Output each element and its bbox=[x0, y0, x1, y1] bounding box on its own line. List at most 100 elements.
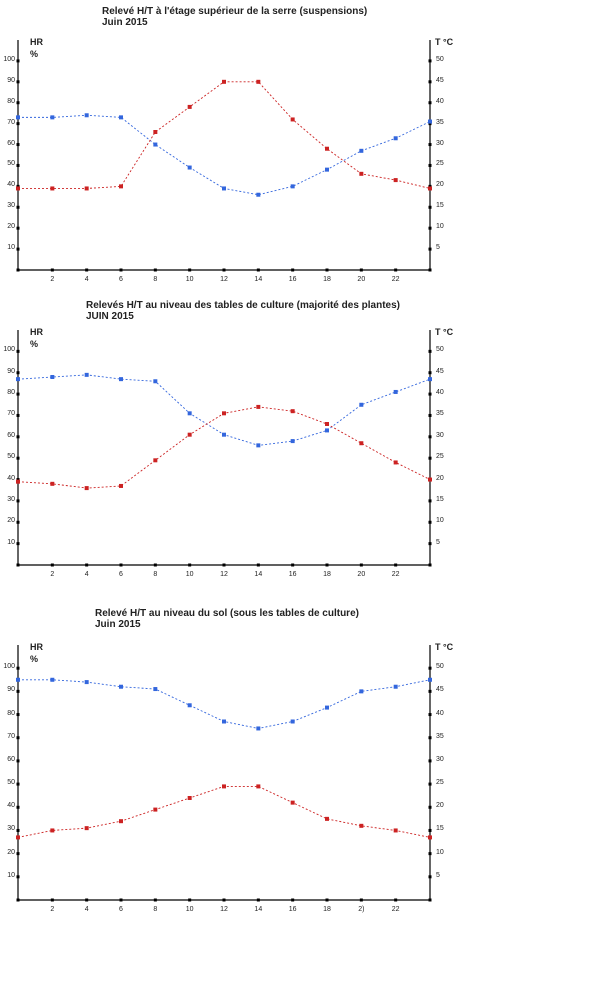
x-tick-label: 2 bbox=[50, 906, 55, 913]
data-point-left bbox=[187, 703, 192, 708]
x-tick-mark bbox=[222, 563, 226, 567]
y-right-tick-label: 50 bbox=[436, 663, 444, 671]
y-axis-left-label: HR bbox=[30, 327, 43, 337]
x-tick-mark bbox=[256, 563, 260, 567]
x-tick-mark bbox=[325, 563, 329, 567]
data-point-right bbox=[84, 826, 89, 831]
x-tick-mark bbox=[394, 898, 398, 902]
data-point-right bbox=[187, 104, 192, 109]
x-tick-mark bbox=[256, 898, 260, 902]
data-point-right bbox=[50, 481, 55, 486]
data-point-left bbox=[256, 726, 261, 731]
data-point-left bbox=[428, 119, 432, 124]
x-tick-label: 2 bbox=[50, 571, 55, 578]
y-left-tick-mark bbox=[16, 805, 20, 809]
y-axis-left-unit: % bbox=[30, 339, 39, 349]
data-point-left bbox=[428, 677, 432, 682]
y-left-tick-label: 70 bbox=[7, 732, 15, 740]
y-left-tick-mark bbox=[16, 478, 20, 482]
x-tick-mark bbox=[119, 898, 123, 902]
chart-title: Relevé H/T à l'étage supérieur de la ser… bbox=[102, 6, 368, 17]
data-point-right bbox=[325, 422, 329, 426]
data-point-left bbox=[153, 379, 158, 384]
x-tick-label: 20 bbox=[357, 276, 366, 283]
data-point-right bbox=[290, 117, 295, 122]
y-right-tick-label: 20 bbox=[436, 802, 444, 810]
y-right-tick-mark bbox=[428, 736, 432, 740]
data-point-right bbox=[50, 828, 55, 833]
x-tick-label: 4 bbox=[84, 571, 89, 578]
y-right-tick-mark bbox=[428, 666, 432, 670]
data-point-left bbox=[84, 680, 89, 685]
data-point-left bbox=[393, 389, 398, 394]
chart-subtitle: Juin 2015 bbox=[95, 619, 141, 630]
x-tick-mark bbox=[359, 563, 363, 567]
y-left-tick-label: 70 bbox=[7, 410, 15, 418]
y-right-tick-label: 30 bbox=[436, 755, 444, 763]
x-tick-label: 14 bbox=[254, 906, 263, 913]
y-left-tick-label: 40 bbox=[7, 474, 15, 482]
data-point-right bbox=[222, 784, 226, 789]
y-left-tick-mark bbox=[16, 852, 20, 856]
x-tick-mark bbox=[16, 898, 20, 902]
x-tick-mark bbox=[291, 563, 295, 567]
y-right-tick-mark bbox=[428, 226, 432, 230]
x-tick-label: 6 bbox=[119, 571, 123, 578]
y-right-tick-mark bbox=[428, 413, 432, 417]
x-tick-label: 18 bbox=[323, 571, 331, 578]
y-right-tick-mark bbox=[428, 499, 432, 503]
data-point-left bbox=[359, 689, 364, 694]
x-tick-mark bbox=[119, 563, 123, 567]
x-tick-label: 2) bbox=[358, 906, 365, 913]
y-right-tick-label: 35 bbox=[436, 118, 444, 126]
y-right-tick-label: 5 bbox=[436, 871, 440, 879]
y-right-tick-mark bbox=[428, 80, 432, 84]
y-right-tick-label: 5 bbox=[436, 538, 440, 546]
data-point-right bbox=[359, 441, 364, 446]
data-point-left bbox=[359, 402, 364, 407]
y-right-tick-label: 15 bbox=[436, 825, 444, 833]
data-point-left bbox=[50, 375, 55, 379]
y-axis-left-unit: % bbox=[30, 654, 39, 664]
x-tick-label: 22 bbox=[391, 276, 400, 283]
x-tick-label: 14 bbox=[254, 571, 263, 578]
data-point-left bbox=[119, 684, 123, 689]
y-right-tick-mark bbox=[428, 759, 432, 763]
data-point-right bbox=[428, 477, 432, 482]
y-left-tick-mark bbox=[16, 101, 20, 105]
y-left-tick-mark bbox=[16, 163, 20, 167]
x-tick-label: 10 bbox=[185, 906, 194, 913]
y-right-tick-label: 45 bbox=[436, 686, 444, 694]
x-tick-mark bbox=[85, 563, 89, 567]
y-left-tick-mark bbox=[16, 666, 20, 670]
x-tick-mark bbox=[119, 268, 123, 272]
x-tick-mark bbox=[291, 268, 295, 272]
data-point-left bbox=[290, 719, 295, 724]
data-point-right bbox=[325, 146, 329, 151]
y-left-tick-label: 10 bbox=[7, 871, 15, 879]
y-right-tick-label: 15 bbox=[436, 202, 444, 210]
data-point-left bbox=[16, 677, 20, 682]
data-point-left bbox=[359, 148, 364, 153]
series-line-right bbox=[17, 785, 431, 838]
y-left-tick-mark bbox=[16, 759, 20, 763]
y-left-tick-mark bbox=[16, 713, 20, 717]
data-point-right bbox=[222, 79, 226, 84]
y-right-tick-label: 50 bbox=[436, 55, 444, 63]
data-point-right bbox=[256, 79, 261, 84]
x-tick-label: 20 bbox=[357, 571, 366, 578]
data-point-right bbox=[290, 800, 295, 805]
y-left-tick-mark bbox=[16, 349, 20, 353]
data-point-left bbox=[84, 372, 89, 377]
y-left-tick-label: 80 bbox=[7, 97, 15, 105]
x-tick-mark bbox=[291, 898, 295, 902]
y-right-tick-label: 45 bbox=[436, 367, 444, 375]
x-tick-mark bbox=[188, 898, 192, 902]
x-tick-label: 2 bbox=[50, 276, 55, 283]
y-left-tick-label: 90 bbox=[7, 686, 15, 694]
x-tick-mark bbox=[325, 898, 329, 902]
y-left-tick-label: 90 bbox=[7, 367, 15, 375]
data-point-right bbox=[50, 186, 55, 191]
x-tick-label: 4 bbox=[84, 906, 89, 913]
